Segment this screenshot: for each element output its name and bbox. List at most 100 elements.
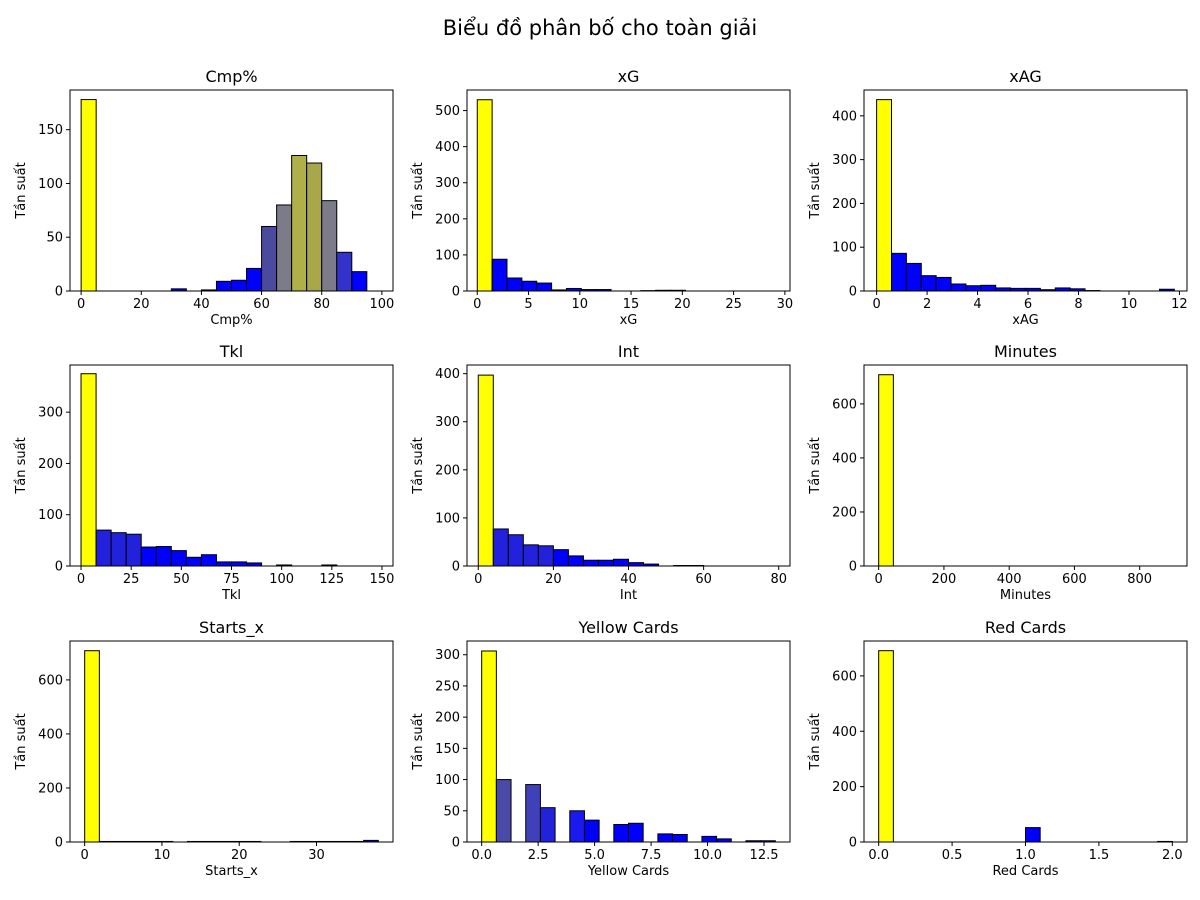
histogram-bar [569,810,585,843]
histogram-bar [276,204,293,292]
x-tick-label: 0 [77,572,85,587]
histogram-bar [84,650,100,843]
x-axis-label: xG [620,313,638,328]
subplot-8: 0.0 0.5 1.0 1.5 2.0 0 200 400 600 Red Cards Red Ca… [808,618,1188,879]
x-axis-label: Yellow Cards [587,864,670,879]
x-tick-label: 20 [674,297,691,312]
y-tick-label: 300 [38,406,63,421]
x-tick-label: 0.0 [471,848,492,863]
y-tick-label: 200 [38,457,63,472]
histogram-bar [613,824,629,843]
y-tick-label: 300 [832,153,857,168]
histogram-bar [231,279,248,292]
y-axis-label: Tần suất [14,162,29,219]
histogram-bar [507,534,524,567]
histogram-bar [491,258,508,292]
y-tick-label: 0 [849,560,857,575]
y-axis-label: Tần suất [14,713,29,770]
histogram-bar [878,374,894,567]
axes-frame [466,89,791,292]
y-tick-label: 0 [55,836,63,851]
y-tick-label: 0 [452,836,460,851]
histogram-bar [80,99,97,292]
y-tick-label: 400 [38,727,63,742]
x-tick-label: 12.5 [750,848,779,863]
histogram-bar [552,549,569,567]
subplot-title: Tkl [219,342,243,361]
histogram-bar [477,374,494,567]
y-tick-label: 400 [832,725,857,740]
x-tick-label: 5.0 [584,848,605,863]
y-axis-label: Tần suất [411,713,426,770]
y-tick-label: 200 [435,463,460,478]
x-tick-label: 0 [81,848,89,863]
histogram-bar [125,533,142,567]
histogram-bar [492,528,509,567]
y-tick-label: 600 [832,669,857,684]
y-tick-label: 100 [435,511,460,526]
y-tick-label: 500 [435,104,460,119]
histogram-bar [521,280,538,292]
histogram-bar [878,650,894,843]
histogram-bar [583,819,600,843]
y-axis-label: Tần suất [411,162,426,219]
y-tick-label: 100 [38,508,63,523]
axes-frame [863,364,1188,567]
x-tick-label: 20 [545,572,562,587]
y-tick-label: 0 [55,560,63,575]
histogram-bar [170,550,187,567]
histogram-bar [95,529,112,567]
x-tick-label: 200 [932,572,957,587]
histogram-bar [476,99,493,292]
histogram-bar [261,225,278,292]
x-axis-label: xAG [1012,313,1038,328]
subplot-title: xG [618,67,640,86]
histogram-bar [612,558,630,567]
x-tick-label: 12 [1171,297,1188,312]
histogram-bar [935,276,952,292]
y-axis-label: Tần suất [14,437,29,494]
x-tick-label: 5 [524,297,532,312]
y-tick-label: 50 [46,231,63,246]
y-tick-label: 0 [452,560,460,575]
y-tick-label: 200 [38,781,63,796]
y-tick-label: 300 [435,415,460,430]
y-tick-label: 50 [443,804,460,819]
x-tick-label: 400 [997,572,1022,587]
histogram-bar [351,271,368,292]
y-tick-label: 150 [38,123,63,138]
subplot-6: 0 10 20 30 0 200 400 600 Starts_x Starts_x Tần suấ… [14,618,394,879]
histogram-bar [506,277,523,292]
y-tick-label: 200 [832,505,857,520]
y-axis-label: Tần suất [808,162,823,219]
y-tick-label: 200 [832,780,857,795]
y-tick-label: 400 [435,140,460,155]
histogram-bar [891,252,907,292]
subplot-3: 0 25 50 75 100 125 150 0 100 200 300 Tkl Tkl Tần suất [14,342,394,603]
y-tick-label: 600 [38,673,63,688]
y-tick-label: 300 [435,176,460,191]
x-axis-label: Minutes [1000,588,1051,603]
x-tick-label: 600 [1062,572,1087,587]
x-tick-label: 800 [1127,572,1152,587]
y-tick-label: 100 [435,773,460,788]
x-tick-label: 100 [269,572,294,587]
x-axis-label: Tkl [221,588,241,603]
x-tick-label: 10 [154,848,171,863]
y-tick-label: 200 [435,711,460,726]
y-tick-label: 400 [832,109,857,124]
x-tick-label: 20 [133,297,150,312]
x-tick-label: 75 [223,572,240,587]
axes-frame [466,640,791,843]
y-tick-label: 0 [452,285,460,300]
y-tick-label: 200 [832,197,857,212]
x-axis-label: Cmp% [210,313,252,328]
x-tick-label: 1.0 [1015,848,1036,863]
y-tick-label: 400 [435,367,460,382]
x-tick-label: 15 [623,297,640,312]
x-tick-label: 0.0 [868,848,889,863]
histogram-bar [950,283,967,292]
subplot-5: 0 200 400 600 800 0 200 400 600 Minutes Minutes Tần… [808,342,1188,603]
histogram-bar [672,834,688,843]
